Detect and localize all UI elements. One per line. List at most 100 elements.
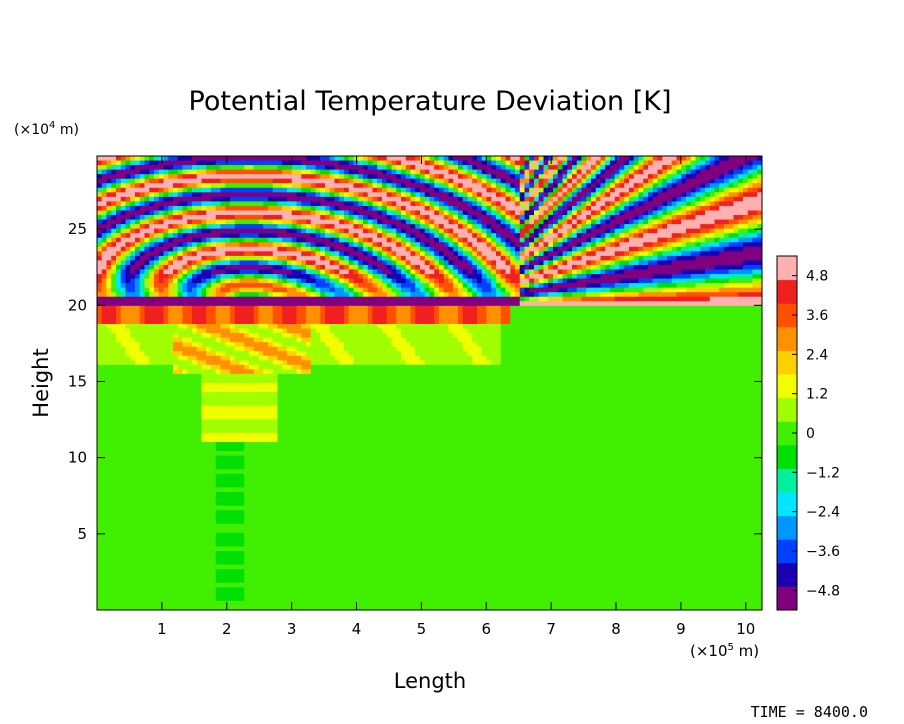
heatmap-cell (187, 428, 193, 434)
heatmap-cell (230, 360, 236, 366)
heatmap-cell (101, 187, 108, 193)
heatmap-cell (101, 260, 108, 266)
heatmap-cell (258, 573, 264, 579)
heatmap-cell (196, 392, 203, 398)
heatmap-cell (287, 573, 293, 579)
heatmap-cell (144, 469, 150, 475)
heatmap-cell (239, 460, 245, 466)
heatmap-cell (306, 165, 312, 171)
heatmap-cell (234, 156, 241, 162)
heatmap-cell (234, 283, 241, 289)
heatmap-cell (201, 541, 207, 548)
heatmap-cell (192, 519, 198, 525)
heatmap-cell (135, 174, 141, 180)
heatmap-cell (234, 473, 241, 479)
heatmap-cell (101, 201, 108, 207)
heatmap-cell (163, 260, 169, 266)
heatmap-cell (168, 537, 174, 543)
heatmap-cell (206, 328, 212, 334)
heatmap-cell (125, 491, 131, 498)
heatmap-cell (168, 156, 174, 162)
heatmap-cell (211, 528, 217, 534)
heatmap-cell (135, 283, 141, 289)
heatmap-cell (282, 251, 288, 257)
heatmap-cell (111, 550, 117, 557)
heatmap-cell (116, 187, 122, 193)
heatmap-cell (320, 541, 326, 548)
heatmap-cell (310, 156, 317, 162)
heatmap-cell (291, 396, 298, 402)
heatmap-cell (225, 569, 231, 575)
heatmap-cell (325, 233, 331, 239)
heatmap-cell (225, 392, 231, 398)
heatmap-cell (287, 328, 293, 334)
heatmap-cell (253, 187, 260, 193)
heatmap-cell (168, 192, 174, 198)
heatmap-cell (325, 496, 331, 502)
heatmap-cell (173, 355, 179, 361)
heatmap-cell (253, 392, 260, 398)
heatmap-cell (201, 224, 207, 230)
heatmap-cell (225, 487, 231, 493)
heatmap-cell (125, 473, 131, 479)
heatmap-cell (135, 237, 141, 243)
heatmap-cell (120, 464, 127, 470)
heatmap-cell (329, 460, 336, 466)
heatmap-cell (111, 564, 117, 570)
heatmap-cell (249, 373, 255, 380)
heatmap-cell (130, 469, 136, 475)
heatmap-cell (291, 242, 298, 248)
heatmap-cell (201, 328, 207, 334)
heatmap-cell (154, 505, 160, 511)
heatmap-cell (282, 451, 288, 457)
heatmap-cell (277, 260, 283, 266)
heatmap-cell (239, 274, 245, 280)
heatmap-cell (196, 569, 203, 575)
heatmap-cell (201, 473, 207, 479)
heatmap-cell (296, 296, 302, 302)
heatmap-cell (329, 555, 336, 561)
heatmap-cell (225, 396, 231, 402)
heatmap-cell (301, 392, 307, 398)
heatmap-cell (268, 392, 274, 398)
heatmap-cell (187, 491, 193, 498)
heatmap-cell (187, 596, 193, 602)
heatmap-cell (306, 473, 312, 479)
heatmap-cell (291, 569, 298, 575)
heatmap-cell (201, 587, 207, 593)
heatmap-cell (101, 546, 108, 552)
heatmap-cell (320, 301, 326, 307)
heatmap-cell (125, 582, 131, 588)
heatmap-cell (125, 392, 131, 398)
heatmap-cell (258, 528, 264, 534)
heatmap-cell (168, 410, 174, 416)
heatmap-cell (225, 596, 231, 602)
heatmap-cell (310, 532, 317, 538)
heatmap-cell (173, 314, 179, 321)
heatmap-cell (234, 333, 241, 339)
heatmap-cell (173, 528, 179, 534)
heatmap-cell (97, 219, 103, 225)
heatmap-cell (135, 342, 141, 348)
heatmap-cell (215, 528, 222, 534)
heatmap-cell (325, 469, 331, 475)
heatmap-cell (230, 224, 236, 230)
heatmap-cell (287, 560, 293, 566)
heatmap-cell (315, 419, 321, 425)
heatmap-cell (173, 287, 179, 293)
heatmap-cell (154, 532, 160, 538)
heatmap-cell (244, 165, 250, 171)
heatmap-cell (296, 446, 302, 452)
heatmap-cell (101, 323, 108, 330)
heatmap-cell (287, 578, 293, 584)
heatmap-cell (130, 305, 136, 311)
heatmap-cell (116, 196, 122, 202)
heatmap-cell (177, 169, 184, 175)
heatmap-cell (249, 491, 255, 498)
heatmap-cell (329, 314, 336, 321)
heatmap-cell (101, 287, 108, 293)
heatmap-cell (211, 201, 217, 207)
heatmap-cell (206, 292, 212, 298)
heatmap-cell (244, 392, 250, 398)
heatmap-cell (106, 455, 112, 461)
